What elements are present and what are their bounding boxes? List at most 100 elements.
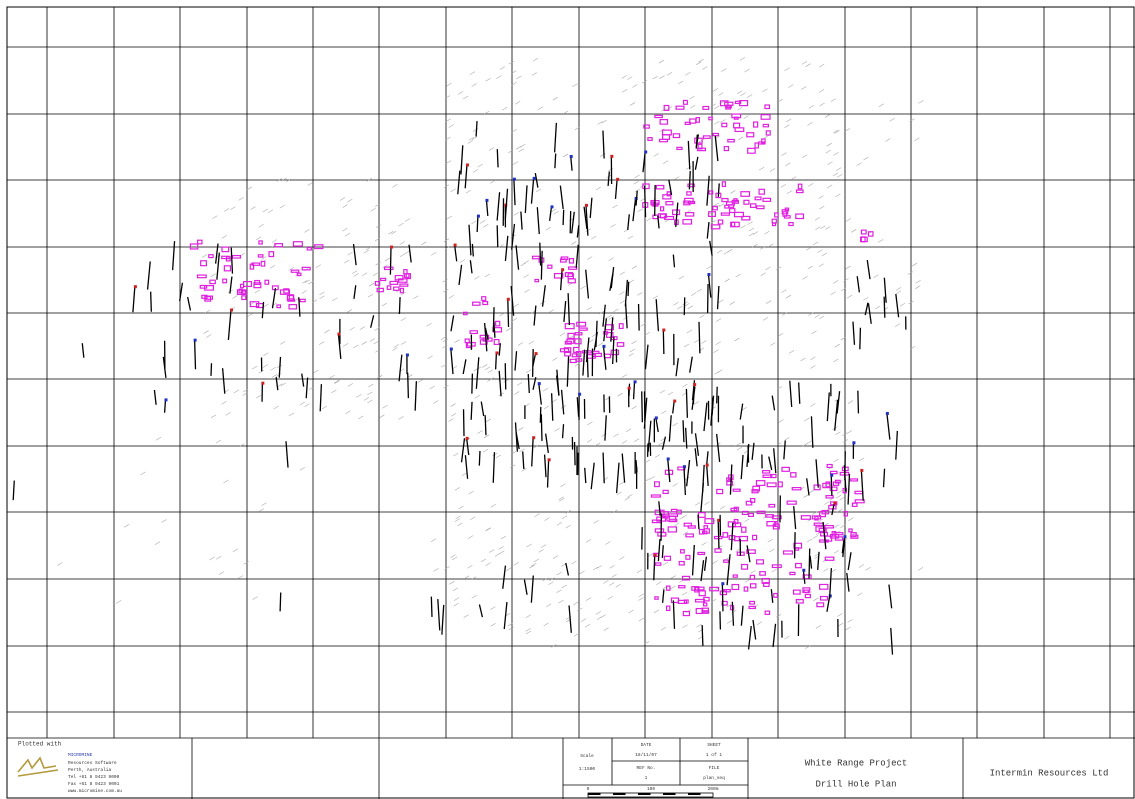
hole-label: [453, 452, 459, 457]
drill-trace: [841, 536, 846, 554]
hole-label: [461, 472, 468, 477]
assay-interval: [740, 191, 751, 197]
hole-label: [525, 628, 531, 632]
drill-trace: [81, 343, 85, 358]
assay-interval: [733, 211, 744, 218]
hole-label: [637, 292, 643, 296]
hole-label: [596, 565, 602, 569]
drill-trace: [573, 442, 576, 466]
assay-interval: [253, 282, 262, 289]
sheet: 1 of 1: [706, 752, 723, 758]
hole-label: [627, 494, 633, 498]
hole-label: [825, 149, 831, 154]
logo: [17, 756, 59, 777]
hole-label: [818, 195, 824, 199]
scale-label: Scale: [580, 753, 594, 759]
hole-label: [232, 295, 238, 299]
hole-label: [863, 156, 869, 161]
hole-label: [321, 405, 328, 410]
hole-label: [603, 627, 609, 631]
drill-trace: [672, 600, 676, 629]
hole-label: [531, 562, 537, 567]
hole-label: [619, 271, 625, 276]
assay-interval: [854, 499, 865, 504]
assay-interval: [209, 279, 216, 285]
hole-label: [824, 114, 831, 118]
drill-trace: [515, 245, 520, 270]
assay-interval: [547, 264, 553, 269]
hole-label: [696, 61, 702, 65]
hole-label: [698, 58, 704, 63]
assay-interval: [249, 301, 260, 308]
drill-trace: [541, 285, 546, 307]
drill-trace: [647, 420, 652, 452]
assay-interval: [567, 273, 574, 280]
assay-interval: [659, 206, 665, 212]
hole-label: [334, 380, 340, 384]
hole-label: [652, 75, 658, 80]
assay-interval: [559, 258, 567, 263]
hole-label: [442, 338, 448, 343]
hole-label: [426, 323, 432, 327]
hole-label: [252, 365, 258, 370]
drill-trace: [480, 401, 485, 417]
drill-trace: [471, 373, 474, 394]
hole-label: [823, 568, 829, 572]
hole-label: [484, 273, 490, 278]
hole-label: [731, 610, 737, 614]
assay-interval: [257, 254, 264, 258]
hole-label: [863, 297, 869, 301]
drill-trace: [559, 269, 563, 291]
assay-interval: [733, 122, 741, 129]
drill-trace: [771, 395, 776, 411]
hole-label: [363, 397, 370, 401]
hole-label: [431, 251, 437, 256]
assay-interval: [296, 272, 302, 277]
hole-label: [587, 421, 593, 426]
collar: [616, 177, 620, 181]
hole-label: [710, 103, 716, 107]
hole-label: [621, 440, 628, 444]
hole-label: [363, 249, 369, 254]
drill-trace: [834, 399, 839, 431]
hole-label: [308, 386, 315, 390]
assay-interval: [658, 138, 669, 143]
drill-trace: [496, 149, 499, 168]
hole-label: [719, 505, 726, 510]
hole-label: [724, 278, 730, 283]
hole-label: [748, 232, 754, 237]
hole-label: [533, 558, 539, 563]
hole-label: [833, 152, 839, 156]
drill-trace: [539, 242, 542, 266]
hole-label: [202, 254, 208, 258]
hole-label: [667, 391, 674, 396]
assay-interval: [708, 116, 713, 121]
assay-interval: [374, 280, 381, 286]
hole-label: [908, 300, 914, 305]
hole-label: [682, 531, 689, 535]
drill-trace: [353, 285, 357, 299]
assay-interval: [781, 209, 789, 215]
hole-label: [580, 618, 587, 622]
hole-label: [520, 262, 526, 267]
drill-trace: [229, 276, 233, 294]
hole-label: [307, 182, 313, 186]
assay-interval: [702, 602, 708, 607]
assay-interval: [682, 218, 693, 225]
drill-trace: [615, 462, 620, 494]
hole-label: [516, 382, 523, 386]
assay-interval: [571, 353, 578, 358]
hole-label: [713, 349, 719, 353]
drill-trace: [815, 459, 819, 488]
assay-interval: [675, 105, 685, 110]
assay-interval: [748, 605, 756, 610]
hole-label: [400, 291, 406, 296]
assay-interval: [833, 532, 844, 536]
hole-label: [534, 513, 540, 517]
drill-trace: [604, 415, 607, 441]
hole-label: [586, 306, 592, 311]
hole-label: [524, 289, 530, 293]
drill-trace: [469, 260, 473, 274]
hole-label: [776, 442, 782, 447]
